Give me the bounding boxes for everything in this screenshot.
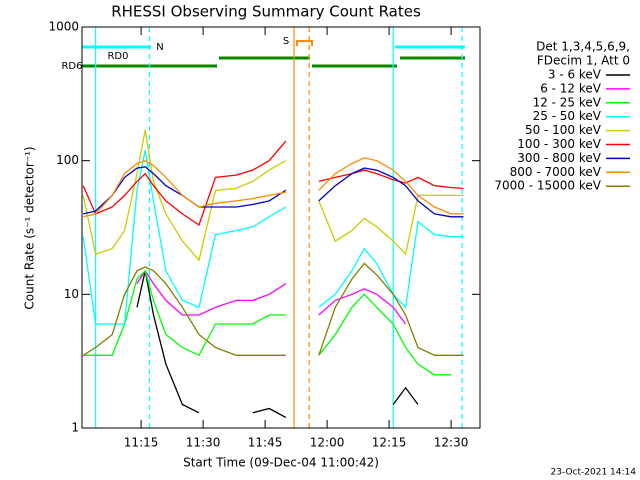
legend-label: 3 - 6 keV (548, 68, 602, 82)
series-line (82, 262, 464, 356)
series-line (136, 270, 419, 418)
x-tick-label: 12:30 (434, 436, 469, 450)
legend-label: 7000 - 15000 keV (494, 179, 601, 193)
legend-header: FDecim 1, Att 0 (537, 54, 630, 68)
series-line (82, 129, 464, 262)
legend-label: 100 - 300 keV (517, 137, 601, 151)
series-line (136, 269, 407, 325)
x-tick-label: 12:15 (372, 436, 407, 450)
annotation: N (156, 42, 163, 53)
series-line (83, 157, 464, 218)
y-tick-label: 10 (64, 287, 79, 301)
legend-label: 12 - 25 keV (533, 95, 602, 109)
x-tick-label: 11:15 (124, 436, 159, 450)
x-axis-label: Start Time (09-Dec-04 11:00:42) (183, 456, 379, 470)
plot-frame (81, 26, 481, 429)
x-tick-label: 11:45 (248, 436, 283, 450)
timestamp: 23-Oct-2021 14:14 (551, 468, 637, 478)
series-line (82, 140, 464, 227)
y-tick-label: 100 (56, 153, 79, 167)
legend-header: Det 1,3,4,5,6,9, (536, 40, 630, 54)
legend-label: 50 - 100 keV (525, 123, 602, 137)
y-axis-label: Count Rate (s⁻¹ detector⁻¹) (23, 146, 37, 309)
annotation: RD6 (61, 61, 82, 72)
annotation: S (283, 36, 289, 47)
x-tick-label: 12:00 (310, 436, 345, 450)
x-tick-label: 11:30 (186, 436, 221, 450)
y-tick-label: 1000 (48, 20, 79, 34)
legend-label: 25 - 50 keV (533, 109, 602, 123)
y-tick-label: 1 (71, 421, 79, 435)
annotation: RD0 (107, 51, 128, 62)
series-line (83, 269, 452, 376)
legend-label: 300 - 800 keV (517, 151, 601, 165)
legend-label: 6 - 12 keV (540, 81, 602, 95)
chart-title: RHESSI Observing Summary Count Rates (111, 3, 421, 21)
legend-label: 800 - 7000 keV (510, 165, 602, 179)
